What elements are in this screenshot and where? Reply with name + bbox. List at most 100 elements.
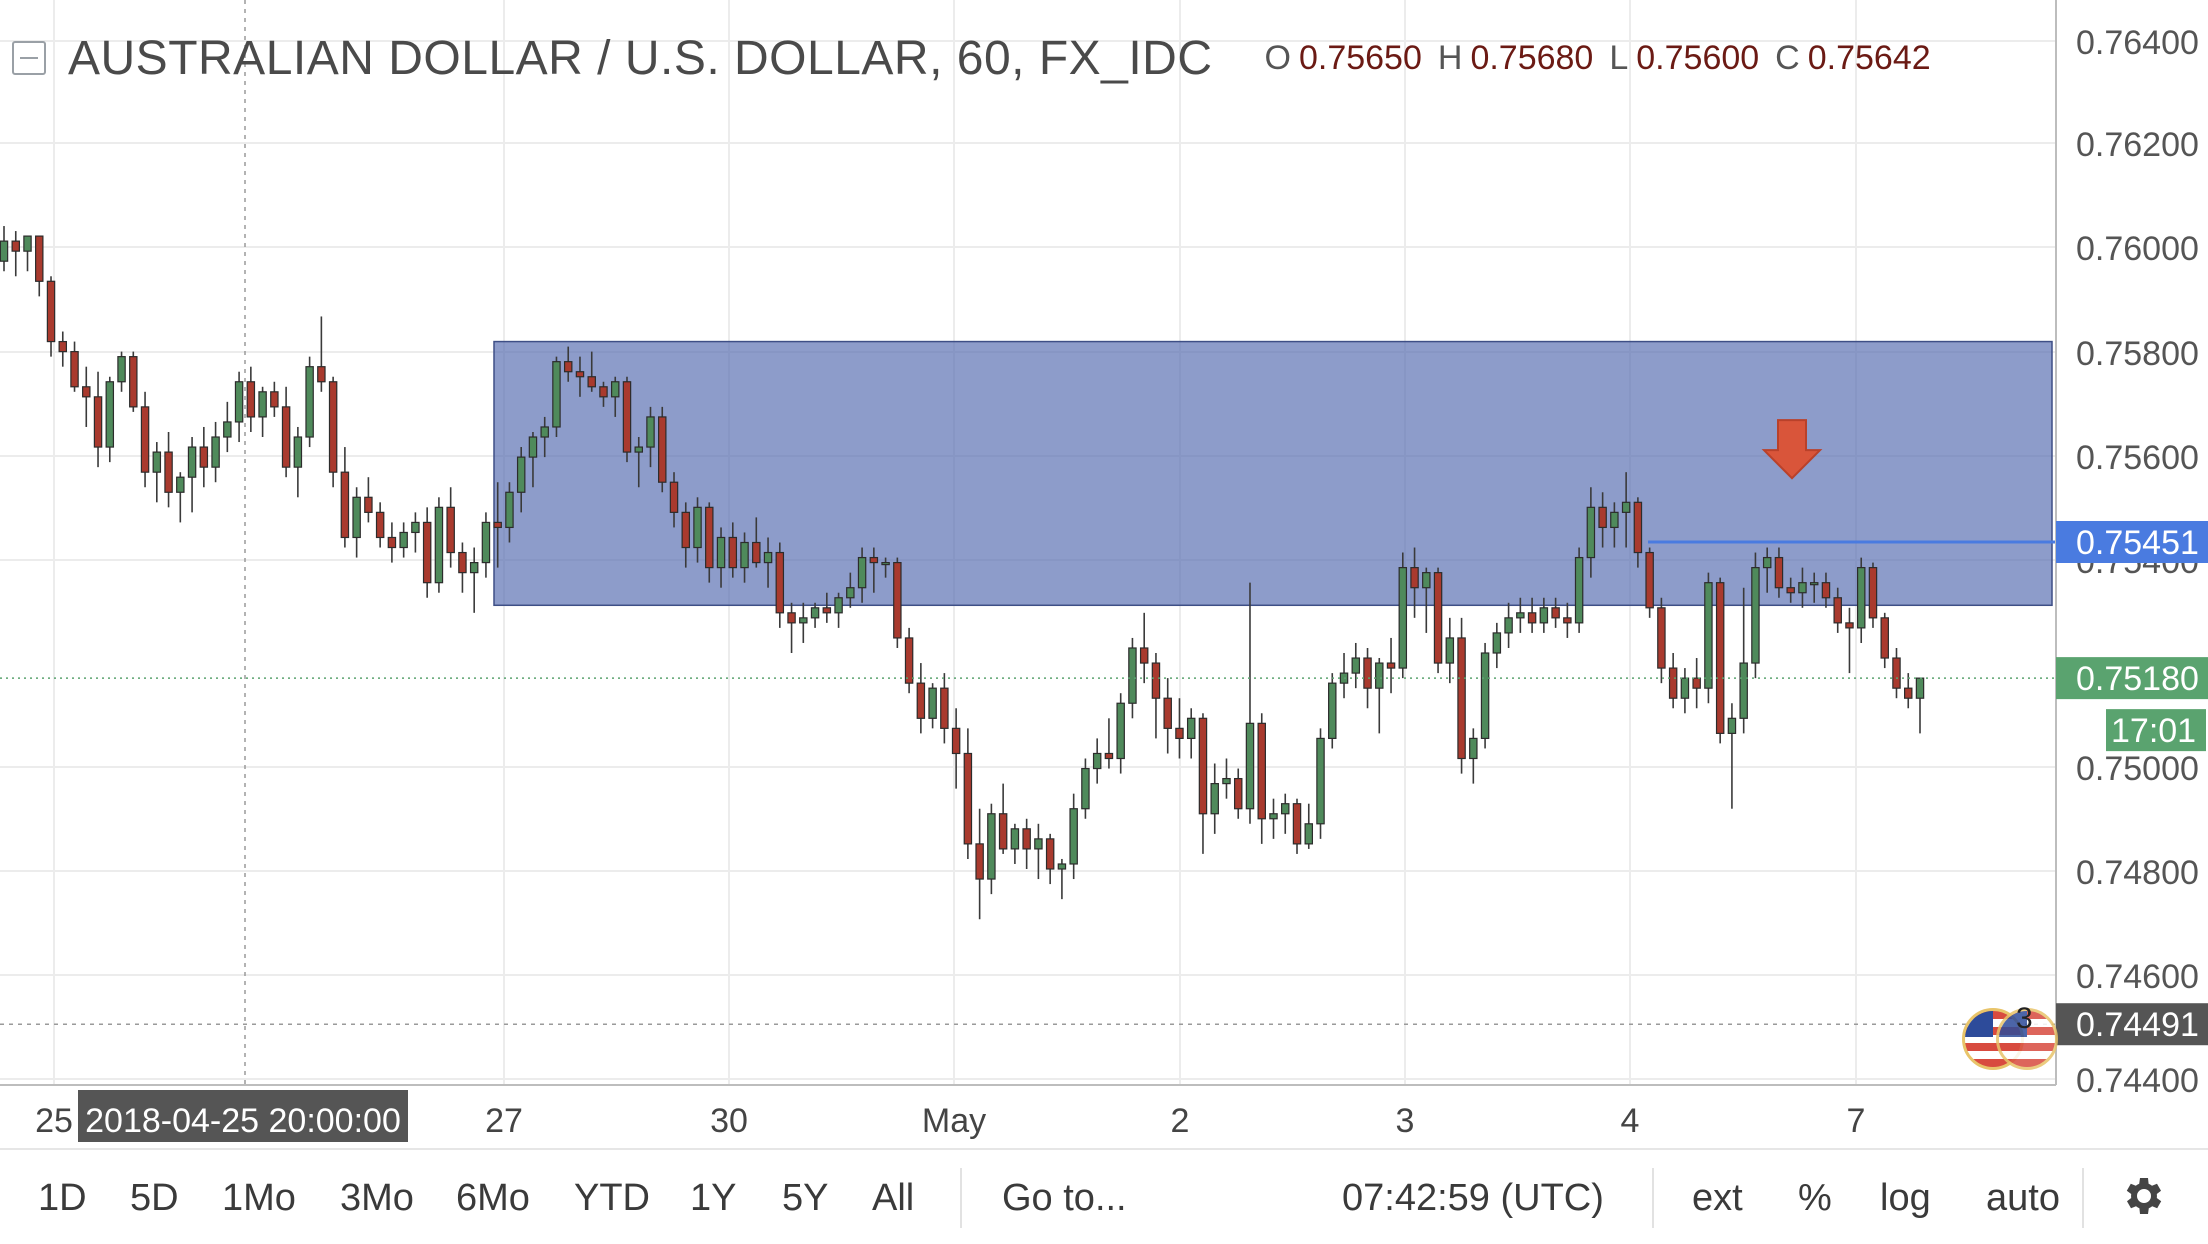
- range-5y[interactable]: 5Y: [782, 1177, 829, 1219]
- candle-up: [516, 456, 526, 493]
- y-tick-label: 0.76000: [2076, 230, 2199, 268]
- x-tick-label: 2: [1171, 1102, 1190, 1140]
- candle-down: [1904, 687, 1913, 699]
- y-tick-label: 0.74600: [2076, 958, 2199, 996]
- candle-down: [893, 561, 902, 639]
- candle-up: [799, 617, 808, 624]
- candle-down: [775, 551, 785, 614]
- x-tick-label: May: [922, 1102, 986, 1140]
- range-1d[interactable]: 1D: [38, 1177, 87, 1219]
- candle-down: [1045, 838, 1055, 870]
- candle-up: [846, 587, 855, 599]
- candle-down: [752, 541, 761, 564]
- candle-up: [211, 436, 220, 468]
- candle-up: [1809, 582, 1819, 586]
- gear-icon[interactable]: [2118, 1172, 2166, 1220]
- candle-down: [599, 386, 608, 398]
- candle-down: [705, 506, 714, 569]
- bar-countdown-label: 17:01: [2111, 712, 2196, 750]
- chart-header: AUSTRALIAN DOLLAR / U.S. DOLLAR, 60, FX_…: [12, 28, 1931, 88]
- candle-up: [716, 536, 726, 569]
- y-tick-label: 0.75800: [2076, 335, 2199, 373]
- supply-zone-rect: [493, 340, 2053, 607]
- candle-up: [610, 381, 620, 398]
- candle-up: [1210, 783, 1219, 815]
- candle-up: [1245, 722, 1255, 810]
- ohlc-low: L 0.75600: [1609, 38, 1760, 77]
- ohlc-readout: O 0.75650 H 0.75680 L 0.75600 C 0.75642: [1265, 39, 1931, 78]
- down-arrow-icon: [1761, 419, 1823, 480]
- percent-toggle[interactable]: %: [1798, 1177, 1832, 1219]
- collapse-toggle-icon[interactable]: [12, 41, 46, 75]
- candle-up: [1445, 637, 1455, 664]
- crosshair-price-label-bg: [2056, 1003, 2208, 1046]
- event-count-badge: 3: [2016, 1002, 2033, 1035]
- candle-down: [129, 356, 138, 408]
- candle-up: [1116, 702, 1125, 760]
- candle-up: [1621, 501, 1631, 513]
- candle-up: [1469, 737, 1478, 760]
- candle-up: [223, 421, 232, 438]
- candle-up: [305, 366, 314, 438]
- x-tick-label: 27: [485, 1102, 523, 1140]
- candle-up: [1704, 582, 1713, 689]
- candle-down: [1175, 727, 1184, 740]
- range-3mo[interactable]: 3Mo: [340, 1177, 414, 1219]
- candle-up: [1480, 652, 1490, 740]
- candle-up: [1057, 863, 1067, 870]
- x-tick-label: 25: [35, 1102, 73, 1140]
- candle-up: [505, 491, 514, 529]
- candle-up: [1798, 582, 1807, 594]
- x-tick-label: 3: [1396, 1102, 1415, 1140]
- candle-down: [70, 351, 79, 388]
- y-tick-label: 0.76200: [2076, 126, 2199, 164]
- y-tick-label: 0.75000: [2076, 750, 2199, 788]
- range-5d[interactable]: 5D: [130, 1177, 179, 1219]
- y-tick-label: 0.74400: [2076, 1062, 2199, 1100]
- crosshair-time-bg: [78, 1090, 408, 1142]
- candle-down: [1410, 567, 1419, 589]
- candle-up: [152, 451, 162, 473]
- toolbar-divider: [1652, 1168, 1654, 1228]
- price-chart[interactable]: 0.76400 0.76200 0.76000 0.75800 0.75600 0.754…: [0, 0, 2208, 1148]
- goto-button[interactable]: Go to...: [1002, 1177, 1127, 1219]
- us-flag-icon-secondary[interactable]: [1996, 1008, 2058, 1070]
- log-toggle[interactable]: log: [1880, 1177, 1931, 1219]
- candle-up: [352, 496, 361, 539]
- range-ytd[interactable]: YTD: [574, 1177, 650, 1219]
- range-1mo[interactable]: 1Mo: [222, 1177, 296, 1219]
- range-1y[interactable]: 1Y: [690, 1177, 737, 1219]
- candle-up: [258, 391, 267, 418]
- range-all[interactable]: All: [872, 1177, 915, 1219]
- candle-up: [1727, 717, 1737, 734]
- candle-down: [1892, 657, 1901, 689]
- utc-clock[interactable]: 07:42:59 (UTC): [1342, 1177, 1604, 1219]
- candle-up: [1010, 828, 1020, 850]
- countdown-bg: [2106, 709, 2206, 752]
- auto-toggle[interactable]: auto: [1986, 1177, 2060, 1219]
- candle-up: [411, 521, 420, 534]
- candle-up: [552, 361, 561, 428]
- candle-up: [0, 240, 9, 262]
- candle-down: [199, 446, 209, 468]
- candle-down: [493, 521, 502, 529]
- candle-up: [1739, 662, 1748, 719]
- candle-down: [822, 607, 832, 614]
- ext-toggle[interactable]: ext: [1692, 1177, 1743, 1219]
- candle-up: [1398, 567, 1408, 669]
- candle-up: [1751, 567, 1760, 664]
- candle-down: [1257, 722, 1266, 820]
- toolbar-divider: [960, 1168, 962, 1228]
- range-6mo[interactable]: 6Mo: [456, 1177, 530, 1219]
- candle-down: [1821, 582, 1831, 599]
- candle-down: [1598, 506, 1607, 529]
- crosshair-price-label: 0.74491: [2076, 1006, 2199, 1044]
- candle-down: [1292, 803, 1302, 845]
- candle-up: [1034, 838, 1043, 850]
- candle-up: [528, 436, 538, 458]
- candle-down: [658, 416, 667, 483]
- candle-up: [634, 446, 643, 453]
- candle-down: [1668, 667, 1678, 699]
- candle-up: [1516, 612, 1525, 619]
- candle-up: [1375, 662, 1384, 689]
